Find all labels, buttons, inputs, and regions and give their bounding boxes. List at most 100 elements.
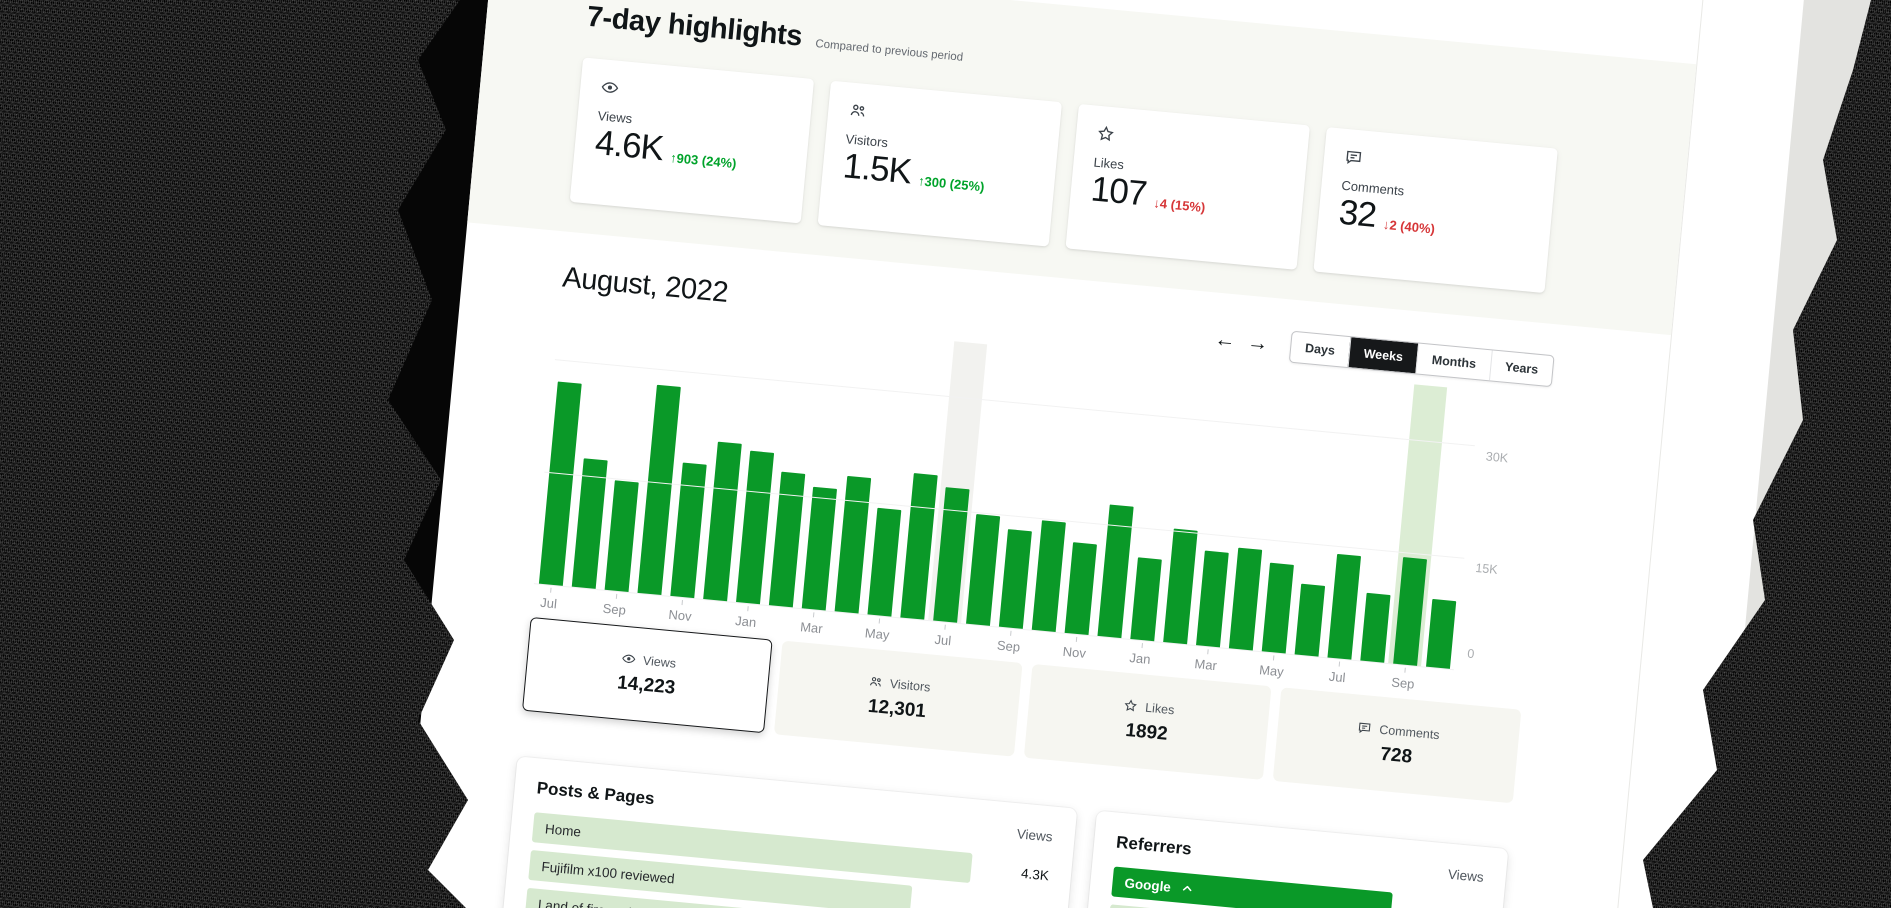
noise-edge-left	[0, 0, 468, 908]
metric-tab-label: Visitors	[889, 676, 932, 695]
x-axis-tick	[564, 589, 599, 615]
metric-tabs: Views 14,223 Visitors 12,301 Likes 1892 …	[521, 616, 1522, 804]
metric-tab-value: 14,223	[616, 672, 677, 699]
metric-tab-value: 1892	[1124, 719, 1169, 745]
card-delta: ↓2 (40%)	[1382, 216, 1436, 237]
highlights-subtitle: Compared to previous period	[814, 38, 964, 64]
star-icon	[1095, 124, 1288, 161]
period-option-months[interactable]: Months	[1415, 343, 1492, 380]
x-axis-tick	[893, 620, 928, 646]
list-item[interactable]: Google 6.2K	[1111, 866, 1481, 908]
chart-bar[interactable]	[866, 507, 901, 617]
chart-bar[interactable]	[1064, 542, 1097, 636]
metric-tab-views[interactable]: Views 14,223	[521, 616, 773, 734]
posts-panel-title: Posts & Pages	[535, 778, 656, 809]
referrers-views-header: Views	[1447, 866, 1485, 885]
period-heading: August, 2022	[561, 261, 730, 309]
stats-app: 7-day highlights Compared to previous pe…	[366, 0, 1721, 908]
people-icon	[848, 100, 1041, 137]
highlights-title: 7-day highlights	[585, 0, 804, 53]
period-option-days[interactable]: Days	[1290, 331, 1350, 366]
period-option-years[interactable]: Years	[1488, 349, 1554, 386]
chart-bar[interactable]	[1425, 598, 1456, 669]
referrers-rows: Google 6.2K	[1107, 866, 1482, 908]
highlight-card-likes: Likes 107 ↓4 (15%)	[1065, 103, 1310, 270]
x-axis-tick: Sep	[597, 592, 632, 618]
x-axis-tick	[1287, 657, 1322, 683]
x-axis-tick: May	[1254, 654, 1289, 680]
metric-tab-likes[interactable]: Likes 1892	[1023, 663, 1272, 780]
chart-bar[interactable]	[1129, 557, 1162, 642]
next-period-button[interactable]: →	[1240, 329, 1275, 357]
x-axis-tick	[1090, 638, 1125, 664]
previous-period-button[interactable]: ←	[1207, 326, 1242, 354]
x-axis-tick: May	[860, 617, 895, 643]
x-axis-tick	[696, 601, 731, 627]
chart-bar[interactable]	[1261, 562, 1294, 654]
y-axis-label: 30K	[1485, 449, 1509, 466]
x-axis-tick: Mar	[794, 611, 829, 637]
list-item-views: 4.3K	[1020, 865, 1050, 883]
chart-bar[interactable]	[1228, 547, 1262, 651]
x-axis-tick: Sep	[1386, 666, 1421, 692]
metric-tab-label: Comments	[1378, 722, 1441, 742]
eye-icon	[600, 77, 793, 114]
x-axis-tick	[1221, 651, 1256, 677]
chart-bar[interactable]	[1195, 550, 1229, 648]
x-axis-tick	[1419, 669, 1454, 695]
period-chart-section: August, 2022 ← → Days Weeks Months Years	[422, 252, 1668, 814]
metric-tab-label: Views	[642, 653, 677, 671]
x-axis-tick: Mar	[1189, 648, 1224, 674]
x-axis-tick: Jan	[1123, 641, 1158, 667]
card-delta: ↓4 (15%)	[1152, 195, 1207, 215]
chevron-up-icon[interactable]	[1170, 880, 1194, 896]
x-axis-tick: Nov	[1057, 635, 1092, 661]
posts-pages-panel: Posts & Pages Views Home 4.3K Fujifilm x…	[499, 756, 1078, 908]
metric-tab-value: 12,301	[866, 695, 927, 723]
x-axis-tick	[630, 595, 665, 621]
metric-tab-value: 728	[1379, 743, 1413, 768]
x-axis-tick: Nov	[663, 598, 698, 624]
people-icon	[867, 674, 883, 690]
x-axis-tick	[1353, 663, 1388, 689]
x-axis-tick: Jul	[926, 623, 961, 649]
list-item-label: Fujifilm x100 reviewed	[540, 858, 676, 886]
y-axis-label: 15K	[1474, 560, 1499, 577]
card-value: 107	[1089, 169, 1149, 214]
x-axis-tick: Jul	[1320, 660, 1355, 686]
metric-tab-visitors[interactable]: Visitors 12,301	[773, 640, 1023, 757]
metric-tab-label: Likes	[1144, 700, 1176, 717]
chart-bar[interactable]	[998, 529, 1032, 629]
period-option-weeks[interactable]: Weeks	[1347, 336, 1419, 373]
card-delta: ↑300 (25%)	[917, 173, 986, 195]
chart-bar[interactable]	[1359, 592, 1391, 663]
x-axis-tick: Jan	[729, 605, 764, 631]
highlight-card-comments: Comments 32 ↓2 (40%)	[1313, 127, 1558, 294]
x-axis-tick	[959, 626, 994, 652]
highlight-card-visitors: Visitors 1.5K ↑300 (25%)	[817, 80, 1063, 247]
x-axis-tick: Jul	[531, 586, 566, 612]
comment-icon	[1343, 147, 1536, 184]
comment-icon	[1357, 720, 1373, 736]
list-item-label: Home	[544, 820, 582, 840]
list-item-label: Land of fire and ice	[537, 896, 653, 908]
star-icon	[1123, 698, 1139, 714]
highlight-card-views: Views 4.6K ↑903 (24%)	[569, 57, 815, 224]
x-axis-tick	[827, 614, 862, 640]
posts-views-header: Views	[1016, 826, 1054, 845]
card-delta: ↑903 (24%)	[669, 149, 738, 171]
chart-bar[interactable]	[1392, 557, 1427, 666]
x-axis-tick: Sep	[991, 629, 1026, 655]
y-axis-label: 0	[1466, 646, 1476, 662]
highlight-cards: Views 4.6K ↑903 (24%) Visitors 1.5K ↑300…	[569, 57, 1574, 294]
x-axis-tick	[1024, 632, 1059, 658]
list-item-label: Google	[1123, 875, 1172, 895]
referrers-panel: Referrers Views Google 6.2K	[1082, 810, 1509, 908]
dashboard-page: 7-day highlights Compared to previous pe…	[366, 0, 1821, 908]
highlights-section: 7-day highlights Compared to previous pe…	[467, 0, 1697, 336]
chart-bar[interactable]	[1294, 583, 1325, 657]
chart-bar[interactable]	[1326, 553, 1361, 660]
card-value: 4.6K	[593, 123, 665, 169]
metric-tab-comments[interactable]: Comments 728	[1272, 687, 1522, 804]
